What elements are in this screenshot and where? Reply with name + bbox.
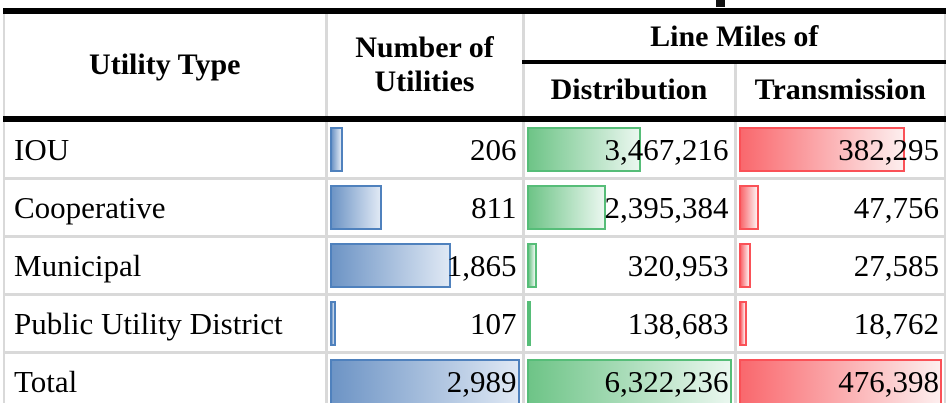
cell-utilities: 206 xyxy=(324,119,523,179)
cell-distribution: 3,467,216 xyxy=(521,119,735,179)
cell-value: 2,395,384 xyxy=(604,189,729,225)
data-bar-transmission xyxy=(738,359,942,403)
data-bar-utilities xyxy=(329,185,383,230)
cell-value: 27,585 xyxy=(853,247,939,283)
cell-distribution: 138,683 xyxy=(521,293,735,353)
table-row-public-utility-district: Public Utility District 107 138,683 18,7… xyxy=(4,293,945,353)
cell-transmission: 47,756 xyxy=(733,177,945,237)
row-label: Municipal xyxy=(4,235,326,295)
cell-value: 206 xyxy=(470,131,517,167)
cell-distribution: 2,395,384 xyxy=(521,177,735,237)
cell-transmission: 476,398 xyxy=(733,351,945,403)
header-distribution: Distribution xyxy=(521,62,735,122)
header-transmission: Transmission xyxy=(733,62,945,122)
data-bar-distribution xyxy=(526,127,642,172)
row-label: Total xyxy=(4,351,326,403)
cell-value: 138,683 xyxy=(627,305,729,341)
data-bar-transmission xyxy=(738,301,747,346)
table-row-total: Total 2,989 6,322,236 476,398 xyxy=(4,351,945,403)
cell-utilities: 2,989 xyxy=(324,351,523,403)
table-row-cooperative: Cooperative 811 2,395,384 47,756 xyxy=(4,177,945,237)
cell-transmission: 382,295 xyxy=(733,119,945,179)
data-bar-transmission xyxy=(738,185,760,230)
cell-value: 18,762 xyxy=(853,305,939,341)
data-bar-distribution xyxy=(526,359,732,403)
artifact-mark xyxy=(716,0,725,7)
cell-value: 811 xyxy=(471,189,517,225)
cell-utilities: 1,865 xyxy=(324,235,523,295)
cell-value: 476,398 xyxy=(838,364,939,399)
cell-value: 320,953 xyxy=(627,247,729,283)
table-row-municipal: Municipal 1,865 320,953 27,585 xyxy=(4,235,945,295)
cell-value: 2,989 xyxy=(446,364,517,399)
data-bar-utilities xyxy=(329,127,343,172)
row-label: Public Utility District xyxy=(4,293,326,353)
header-row-2: Distribution Transmission xyxy=(4,62,945,122)
cell-value: 6,322,236 xyxy=(604,364,729,399)
cell-utilities: 107 xyxy=(324,293,523,353)
header-line-miles-of: Line Miles of xyxy=(521,11,945,64)
cell-distribution: 320,953 xyxy=(521,235,735,295)
cell-distribution: 6,322,236 xyxy=(521,351,735,403)
row-label: Cooperative xyxy=(4,177,326,237)
data-bar-utilities xyxy=(329,243,451,288)
data-bar-utilities xyxy=(329,301,337,346)
cell-value: 3,467,216 xyxy=(604,131,729,167)
cell-utilities: 811 xyxy=(324,177,523,237)
table-row-iou: IOU 206 3,467,216 382,295 xyxy=(4,119,945,179)
data-bar-distribution xyxy=(526,301,532,346)
data-bar-transmission xyxy=(738,127,905,172)
header-number-of-utilities: Number of Utilities xyxy=(324,11,523,122)
row-label: IOU xyxy=(14,131,70,167)
cell-transmission: 27,585 xyxy=(733,235,945,295)
cell-value: 107 xyxy=(470,305,517,341)
header-row-1: Utility Type Number of Utilities Line Mi… xyxy=(4,11,945,122)
cell-value: 1,865 xyxy=(446,247,517,283)
cell-value: 382,295 xyxy=(838,131,939,167)
cell-transmission: 18,762 xyxy=(733,293,945,353)
utility-table: Utility Type Number of Utilities Line Mi… xyxy=(3,8,946,403)
cell-value: 47,756 xyxy=(853,189,939,225)
data-bar-distribution xyxy=(526,185,606,230)
data-bar-transmission xyxy=(738,243,751,288)
data-bar-distribution xyxy=(526,243,538,288)
data-bar-utilities xyxy=(329,359,520,403)
header-utility-type: Utility Type xyxy=(4,11,326,122)
